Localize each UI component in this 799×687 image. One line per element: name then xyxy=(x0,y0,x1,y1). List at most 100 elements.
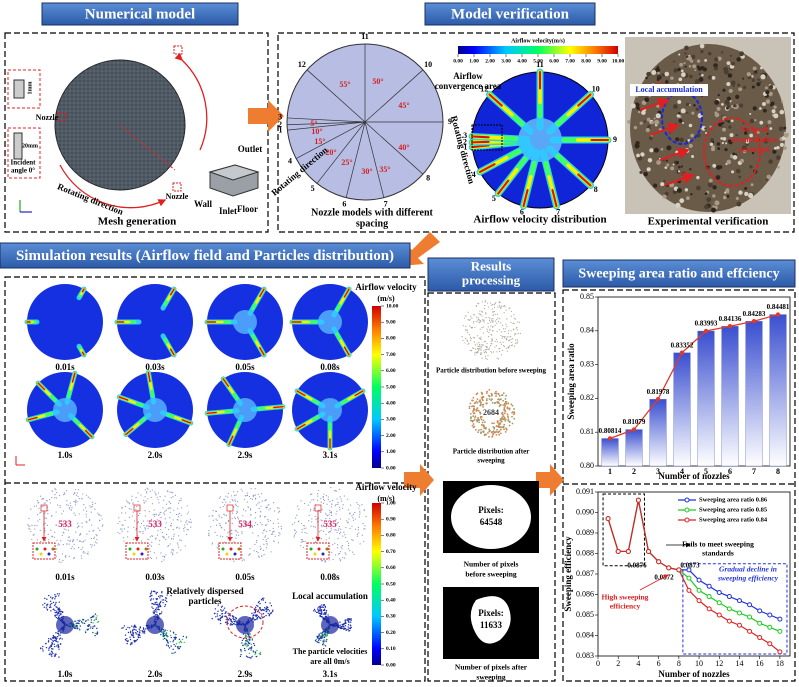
particle xyxy=(323,641,325,643)
particle xyxy=(494,346,496,348)
particle xyxy=(335,529,337,531)
grain xyxy=(763,138,769,144)
particle xyxy=(256,540,258,542)
particle xyxy=(172,552,174,554)
particle xyxy=(163,635,165,638)
particle xyxy=(81,526,83,528)
particle xyxy=(337,537,339,540)
label: 0.03s xyxy=(145,362,165,372)
particle xyxy=(461,336,463,338)
banner-title: Simulation results (Airflow field and Pa… xyxy=(16,248,394,264)
grain xyxy=(681,171,686,177)
particle xyxy=(304,531,306,534)
particle xyxy=(89,627,91,630)
particle xyxy=(157,608,160,611)
particle xyxy=(155,609,157,611)
particle xyxy=(362,523,364,525)
particle xyxy=(278,535,280,537)
particle xyxy=(505,428,508,431)
red-arrow xyxy=(664,172,695,186)
particle xyxy=(258,607,261,609)
particle xyxy=(84,630,87,632)
particle xyxy=(315,638,318,641)
label: 50° xyxy=(372,77,383,86)
particle xyxy=(82,619,85,621)
particle xyxy=(339,624,341,626)
particle xyxy=(499,341,501,343)
particle xyxy=(69,539,71,541)
particle xyxy=(274,535,276,537)
particle xyxy=(253,612,255,614)
grain xyxy=(778,126,784,132)
colorbar-label: 0.20 xyxy=(386,630,396,636)
jet xyxy=(470,140,490,144)
particle xyxy=(216,613,218,615)
particle xyxy=(59,506,61,509)
label: Number of pixels xyxy=(464,560,519,569)
particle xyxy=(489,345,492,347)
mesh-grid xyxy=(55,60,185,190)
particle xyxy=(37,513,39,516)
particle xyxy=(168,536,170,538)
particle xyxy=(260,547,262,549)
particle xyxy=(258,556,260,558)
particle xyxy=(259,496,261,498)
particle xyxy=(337,501,339,504)
particle xyxy=(477,431,479,433)
particle xyxy=(321,526,323,528)
particle xyxy=(159,511,161,513)
particle xyxy=(295,517,297,519)
particle xyxy=(49,605,51,607)
particle xyxy=(328,514,330,516)
particle xyxy=(319,639,322,642)
colorbar-label: 8.00 xyxy=(581,58,591,64)
particle xyxy=(44,529,46,531)
particle xyxy=(179,512,181,514)
grain xyxy=(664,71,670,77)
particle xyxy=(180,539,182,541)
grain xyxy=(665,159,668,162)
particle xyxy=(307,504,309,506)
label: 535 xyxy=(323,519,337,529)
particle xyxy=(349,550,351,552)
particle xyxy=(73,493,75,495)
label: Fails to meet sweeping xyxy=(682,540,754,549)
particle xyxy=(322,640,324,642)
label: (m/s) xyxy=(377,494,395,503)
particle xyxy=(269,520,272,522)
grain xyxy=(666,145,672,151)
particle xyxy=(489,321,491,323)
particle xyxy=(242,515,244,517)
grain xyxy=(684,188,689,192)
particle xyxy=(276,507,279,509)
particle xyxy=(129,503,131,505)
grain xyxy=(704,127,707,130)
label: Airflow velocity distribution xyxy=(473,214,606,226)
particle xyxy=(131,643,133,645)
grain xyxy=(678,53,681,56)
particle xyxy=(503,406,506,409)
particle xyxy=(265,540,267,543)
particle xyxy=(67,539,69,542)
particle xyxy=(516,329,519,331)
particle xyxy=(150,590,153,592)
grain xyxy=(688,143,693,148)
jet xyxy=(522,188,529,208)
particle xyxy=(28,517,30,520)
particle xyxy=(502,305,504,307)
particle xyxy=(258,600,260,603)
grain xyxy=(756,82,761,87)
particle xyxy=(139,626,142,628)
particle xyxy=(486,398,488,400)
particle xyxy=(64,493,66,495)
particle xyxy=(255,497,257,499)
grain xyxy=(773,146,777,150)
label: The particle velocities xyxy=(293,647,368,656)
particle xyxy=(313,610,315,612)
particle xyxy=(310,510,312,512)
particle xyxy=(48,594,50,597)
particle xyxy=(235,494,237,496)
particle xyxy=(339,518,342,520)
particle xyxy=(170,497,172,499)
banner xyxy=(41,2,239,26)
